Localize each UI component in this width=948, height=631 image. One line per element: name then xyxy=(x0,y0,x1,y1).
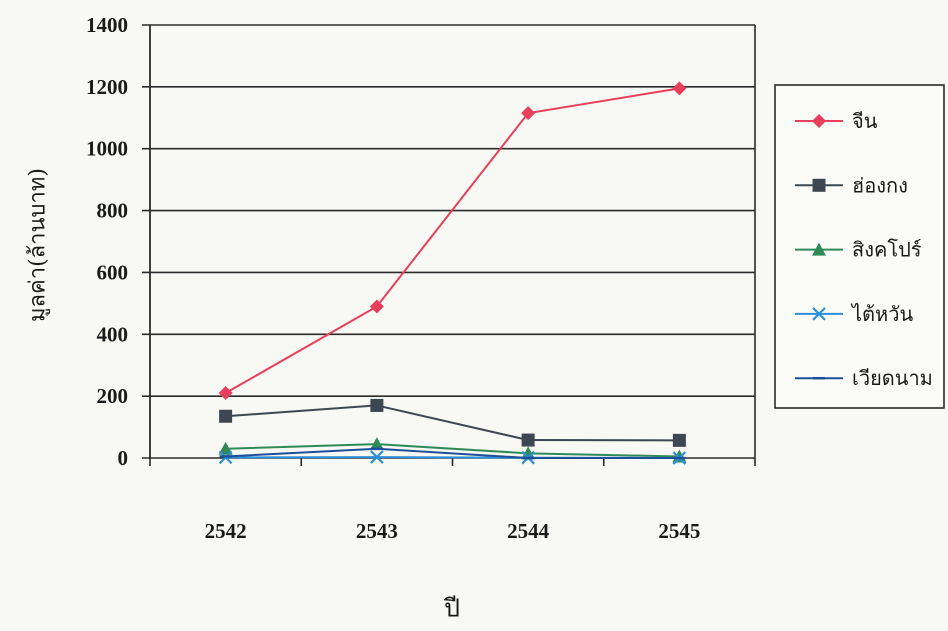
x-tick-label: 2545 xyxy=(658,519,700,543)
x-tick-label: 2544 xyxy=(507,519,550,543)
series-5-line xyxy=(225,447,680,459)
legend-box xyxy=(774,84,945,409)
legend-item: จีน xyxy=(795,109,878,133)
y-axis-title: มูลค่า(ล้านบาท) xyxy=(26,168,51,322)
y-tick-label: 1200 xyxy=(86,75,128,99)
y-tick-label: 600 xyxy=(97,260,129,284)
y-tick-label: 800 xyxy=(97,199,129,223)
series-1-point-2545 xyxy=(672,81,687,96)
series-2-line xyxy=(225,404,680,442)
y-tick-label: 400 xyxy=(97,322,129,346)
series-2-point-2543 xyxy=(370,398,384,412)
y-tick-label: 0 xyxy=(118,446,129,470)
legend-label: ไต้หวัน xyxy=(850,302,913,326)
series-3-point-2544 xyxy=(521,446,536,460)
legend-label: สิงคโปร์ xyxy=(852,238,922,262)
y-tick-label: 1000 xyxy=(86,137,128,161)
legend-item: ไต้หวัน xyxy=(795,302,913,326)
legend-swatch-marker xyxy=(812,307,826,321)
series-1-line xyxy=(225,87,680,394)
y-tick-label: 1400 xyxy=(86,13,128,37)
x-tick-label: 2542 xyxy=(205,519,247,543)
y-tick-label: 200 xyxy=(97,384,129,408)
series-1-point-2544 xyxy=(521,106,536,121)
series-1-point-2543 xyxy=(369,299,384,314)
legend-swatch-marker xyxy=(812,242,826,256)
series-3-line xyxy=(225,443,680,458)
series-2 xyxy=(219,398,686,447)
series-2-point-2544 xyxy=(521,433,535,447)
legend-item: เวียดนาม xyxy=(795,366,933,390)
series-2-point-2545 xyxy=(672,433,686,447)
legend-label: ฮ่องกง xyxy=(852,173,908,197)
series-3-point-2543 xyxy=(369,437,384,451)
series-4-point-2543 xyxy=(370,450,384,464)
legend-label: จีน xyxy=(852,109,878,133)
series-1 xyxy=(218,81,687,401)
legend-swatch-marker xyxy=(812,178,826,192)
x-axis-title: ปี xyxy=(443,594,459,623)
axes: 0 200 400 600 800 1000 1200 1400 2542 2543 2544 254… xyxy=(86,13,756,543)
legend-swatch-marker xyxy=(812,114,826,128)
series-5 xyxy=(219,447,686,460)
legend-item: สิงคโปร์ xyxy=(795,238,922,262)
series-2-point-2542 xyxy=(219,409,233,423)
series-3-point-2542 xyxy=(218,441,233,455)
series-1-point-2542 xyxy=(218,386,233,401)
series-layer xyxy=(218,81,687,465)
x-tick-label: 2543 xyxy=(356,519,398,543)
legend-item: ฮ่องกง xyxy=(795,173,908,197)
legend-label: เวียดนาม xyxy=(852,366,933,390)
